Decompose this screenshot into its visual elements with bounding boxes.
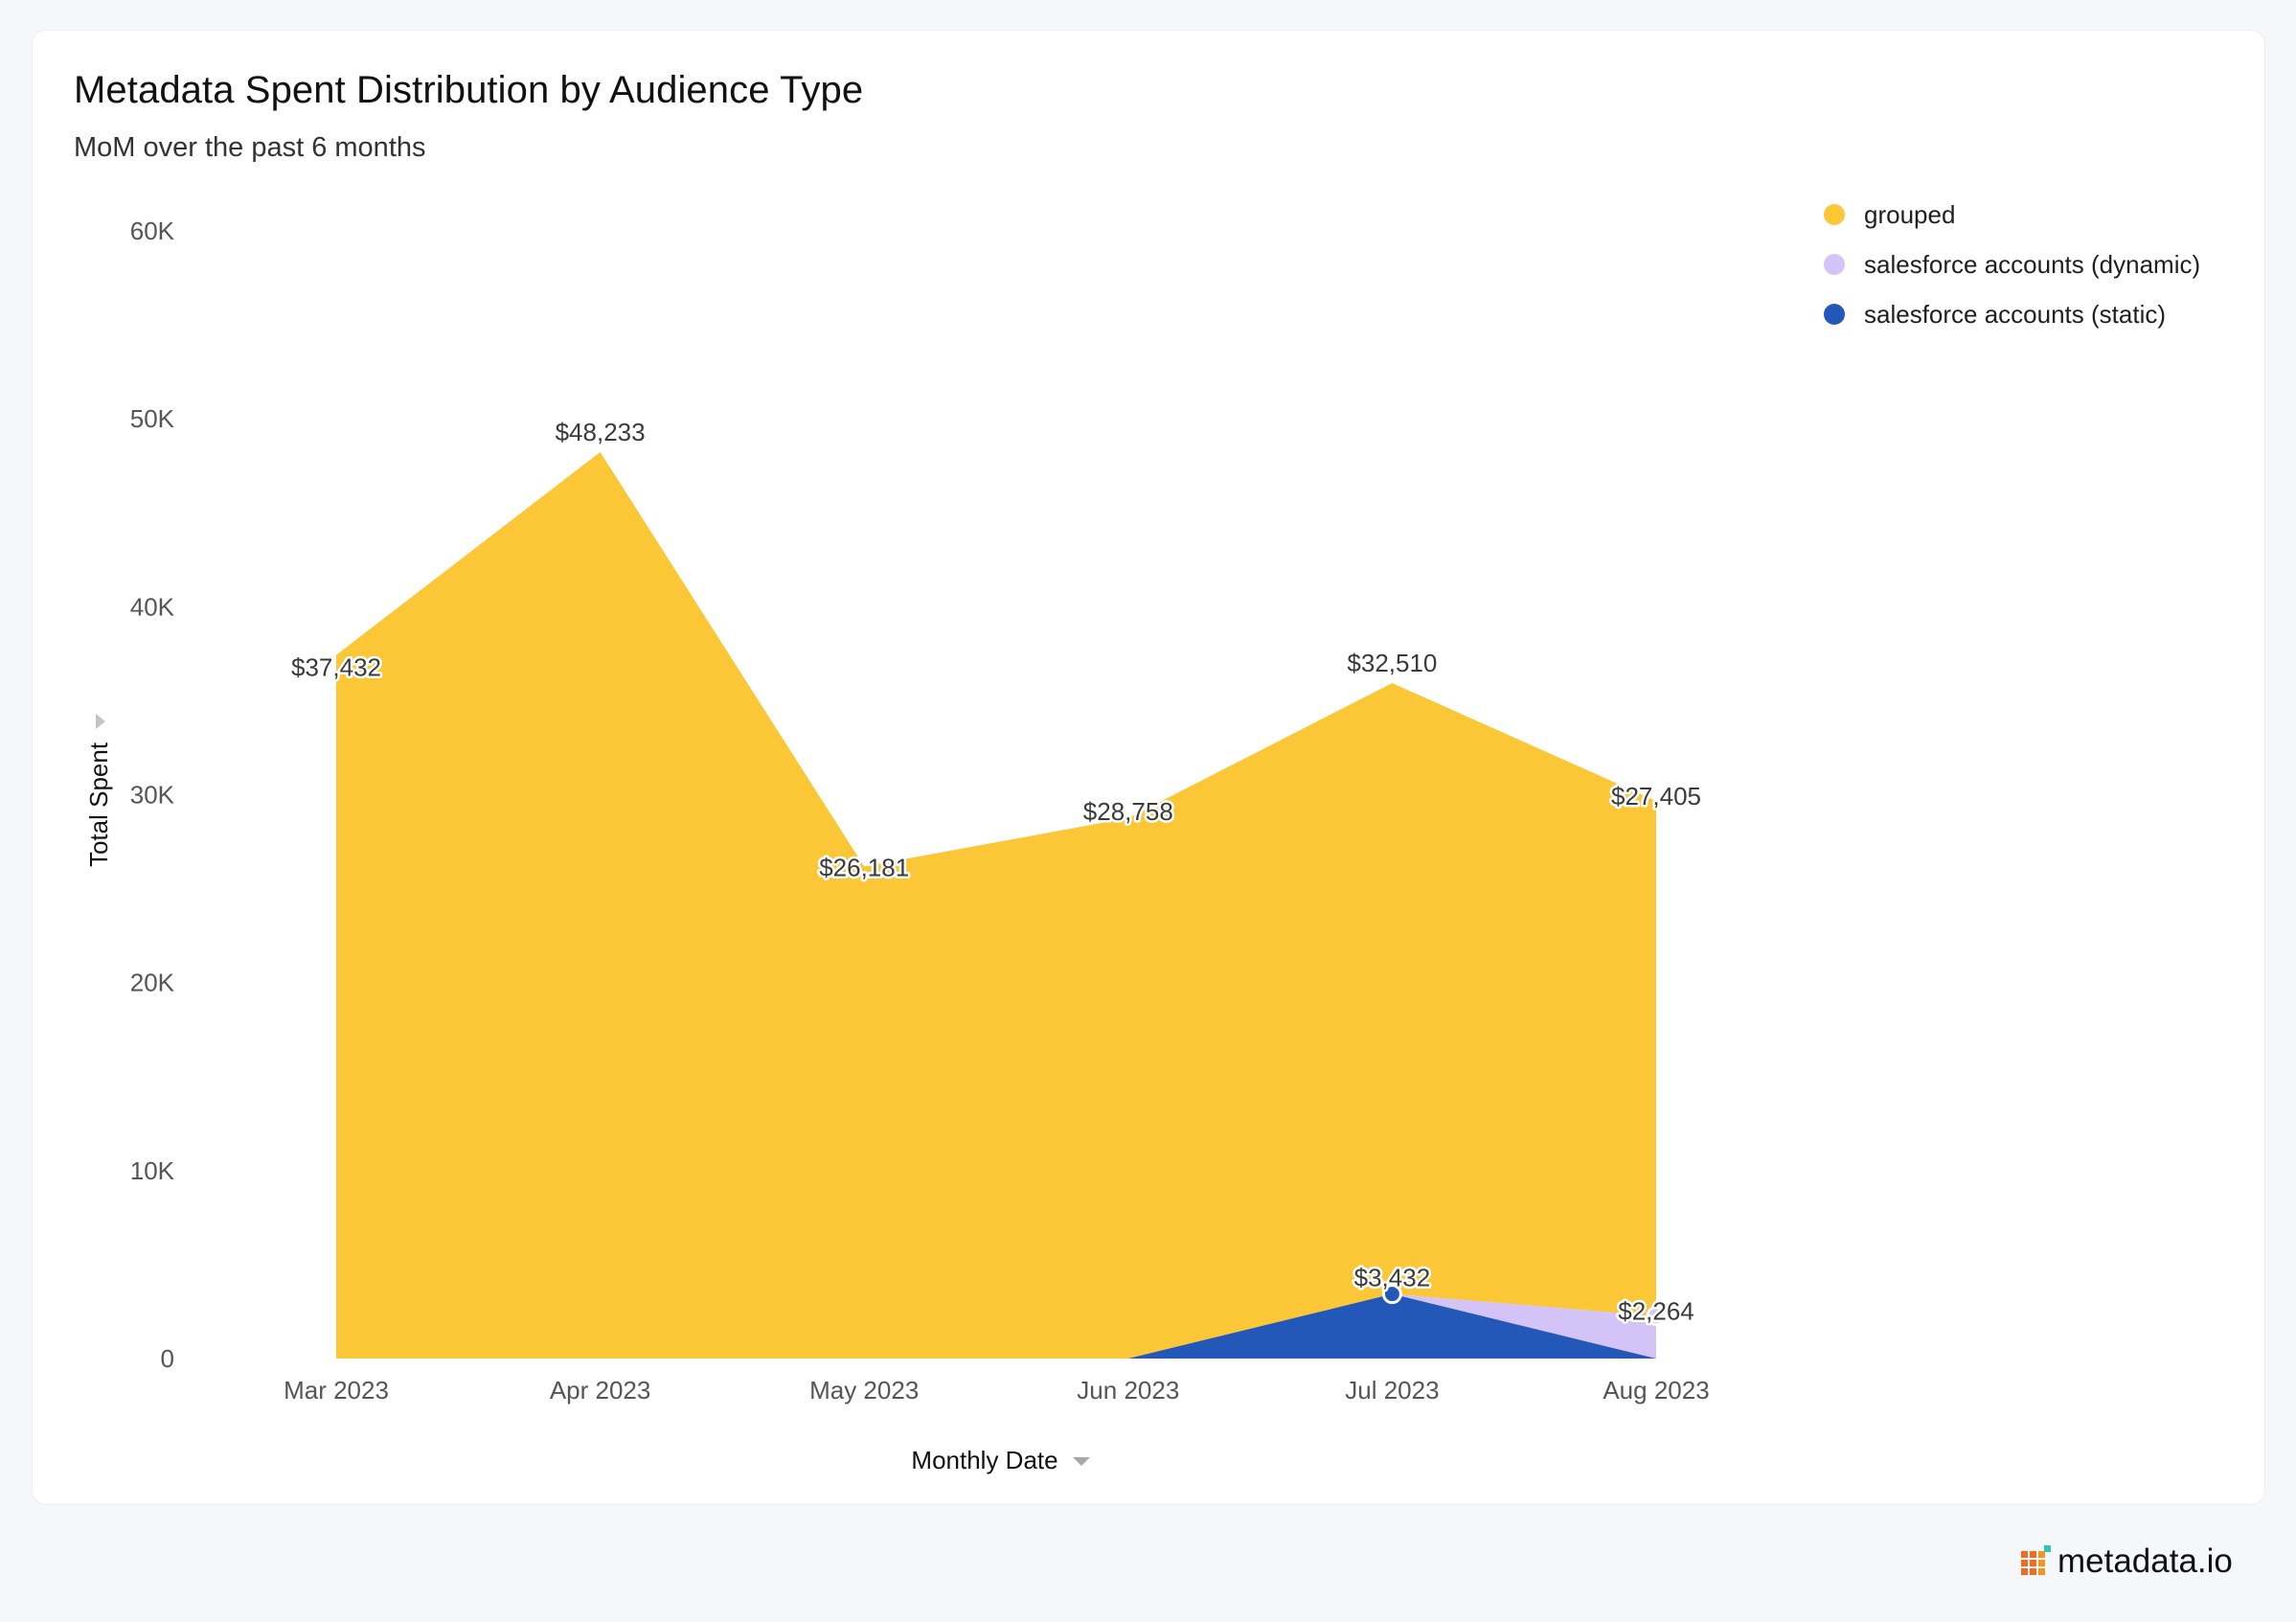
legend-label: salesforce accounts (static) xyxy=(1864,299,2167,329)
x-axis-label[interactable]: Monthly Date xyxy=(911,1446,1057,1474)
brand-name: metadata.io xyxy=(2057,1542,2233,1580)
area-grouped[interactable] xyxy=(336,451,1656,1359)
x-tick-label: Mar 2023 xyxy=(284,1376,389,1405)
chart-subtitle: MoM over the past 6 months xyxy=(74,132,426,163)
y-tick-label: 30K xyxy=(130,781,175,810)
area-salesforce-accounts-static-[interactable] xyxy=(336,1293,1656,1359)
legend-item[interactable]: salesforce accounts (static) xyxy=(1824,289,2200,339)
metadata-logo-icon xyxy=(2021,1545,2051,1575)
legend-label: grouped xyxy=(1864,199,1956,229)
data-label: $37,432 xyxy=(291,653,381,682)
data-label: $2,264 xyxy=(1618,1297,1694,1326)
data-label: $27,405 xyxy=(1611,782,1701,811)
y-tick-label: 40K xyxy=(130,592,175,621)
legend-item[interactable]: grouped xyxy=(1824,190,2200,240)
legend-swatch-icon xyxy=(1824,204,1845,225)
data-point-marker[interactable] xyxy=(1381,1284,1402,1305)
data-label: $3,432 xyxy=(1354,1264,1431,1292)
legend-label: salesforce accounts (dynamic) xyxy=(1864,249,2201,279)
data-label: $28,758 xyxy=(1083,797,1173,826)
y-axis-label[interactable]: Total Spent xyxy=(84,742,113,867)
x-tick-label: Jun 2023 xyxy=(1077,1376,1179,1405)
legend-swatch-icon xyxy=(1824,254,1845,275)
chart-title: Metadata Spent Distribution by Audience … xyxy=(74,69,864,111)
y-tick-label: 50K xyxy=(130,404,175,433)
legend-swatch-icon xyxy=(1824,304,1845,325)
y-tick-label: 10K xyxy=(130,1156,175,1185)
y-tick-label: 20K xyxy=(130,969,175,997)
y-tick-label: 0 xyxy=(161,1344,174,1373)
triangle-down-icon[interactable] xyxy=(1073,1457,1090,1466)
x-tick-label: Aug 2023 xyxy=(1603,1376,1709,1405)
data-label: $48,233 xyxy=(556,418,646,446)
x-tick-label: Apr 2023 xyxy=(550,1376,651,1405)
data-label: $32,510 xyxy=(1347,649,1437,677)
triangle-right-icon[interactable] xyxy=(96,714,105,729)
legend-item[interactable]: salesforce accounts (dynamic) xyxy=(1824,240,2200,289)
data-point-marker[interactable] xyxy=(1646,1306,1667,1327)
brand: metadata.io xyxy=(2021,1542,2233,1581)
y-tick-label: 60K xyxy=(130,217,175,245)
chart-legend: grouped salesforce accounts (dynamic) sale… xyxy=(1824,190,2200,339)
x-tick-label: May 2023 xyxy=(809,1376,919,1405)
data-label: $26,181 xyxy=(819,853,909,881)
x-tick-label: Jul 2023 xyxy=(1345,1376,1439,1405)
